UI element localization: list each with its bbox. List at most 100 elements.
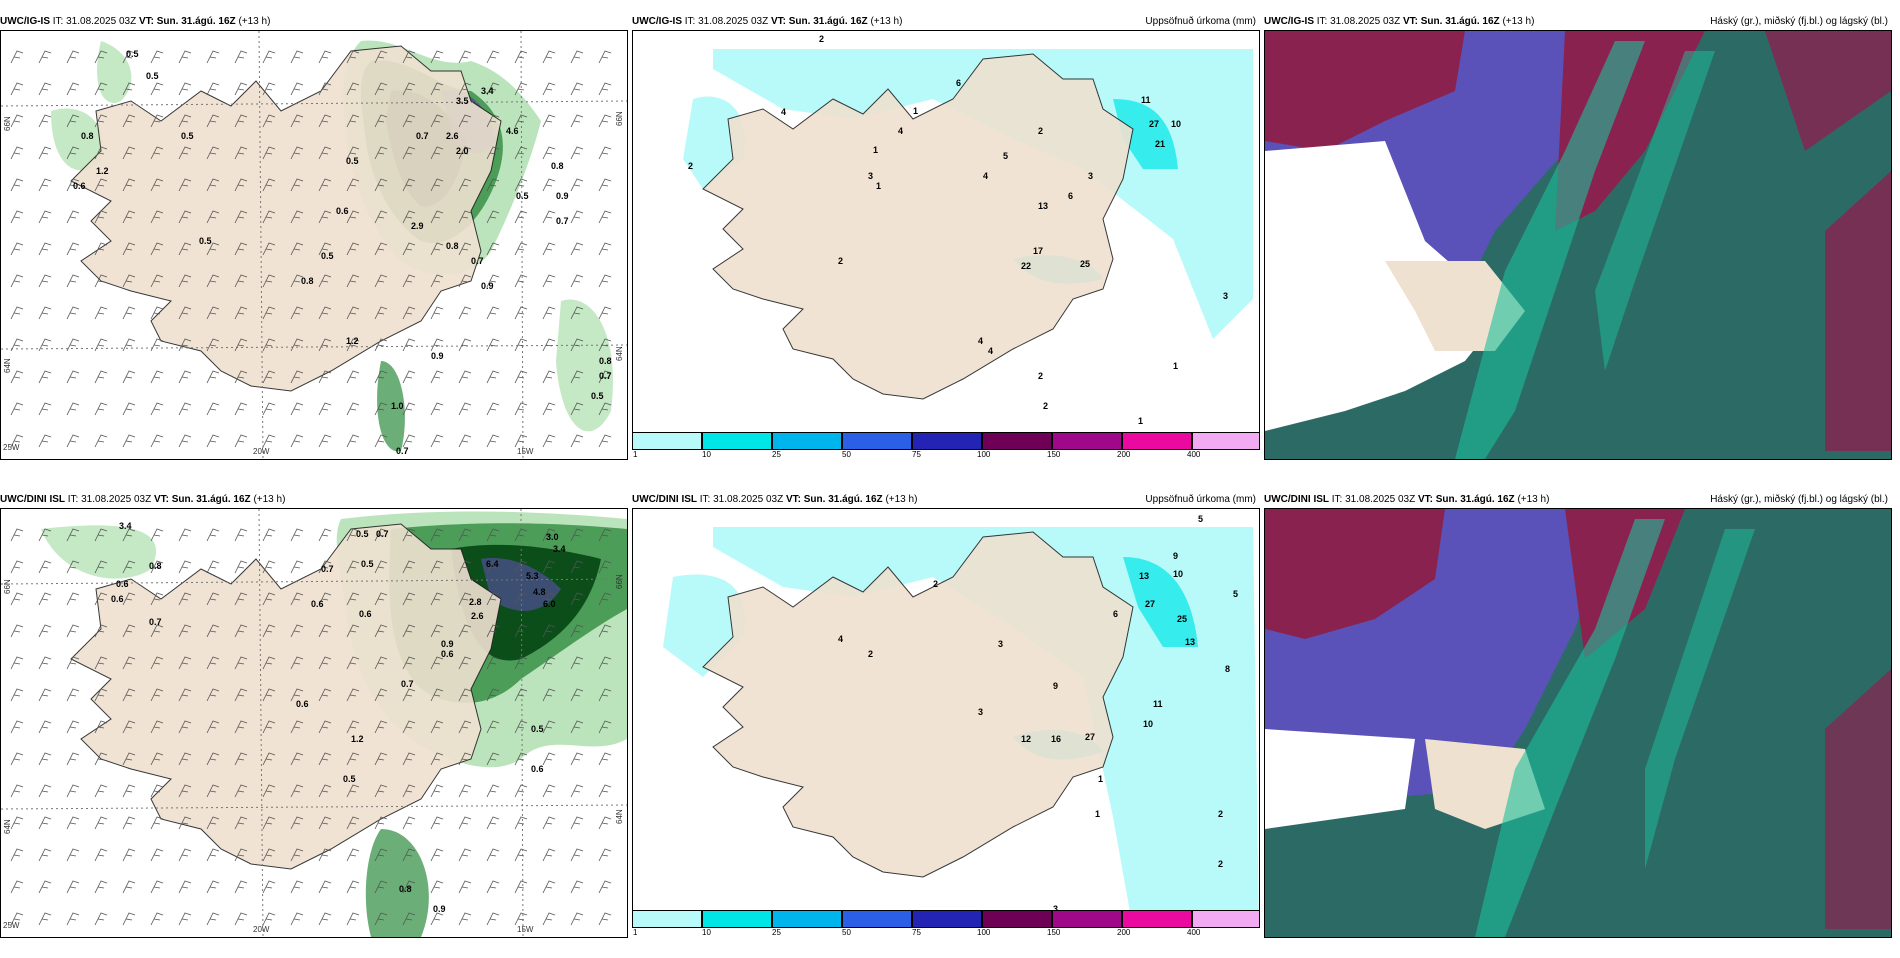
- wind-barb-icon: [430, 816, 444, 830]
- wind-barb-icon: [514, 242, 528, 256]
- wind-barb-icon: [150, 624, 164, 638]
- wind-barb-icon: [234, 146, 248, 160]
- wind-barb-icon: [346, 880, 360, 894]
- wind-barb-icon: [402, 402, 416, 416]
- wind-barb-icon: [38, 338, 52, 352]
- wind-barb-icon: [66, 688, 80, 702]
- wind-barb-icon: [38, 178, 52, 192]
- precip-panel-row2: UWC/DINI ISL IT: 31.08.2025 03Z VT: Sun.…: [632, 492, 1260, 958]
- precip-map[interactable]: 2 4 1 6 3 4 2 2 1 4 1 5 2 3 6 13 17 22 2…: [632, 30, 1260, 444]
- wind-barb-icon: [290, 752, 304, 766]
- precip-value: 27: [1085, 732, 1096, 742]
- wind-barb-icon: [206, 912, 220, 926]
- wind-barb-icon: [402, 146, 416, 160]
- wind-barb-icon: [290, 848, 304, 862]
- wind-barb-icon: [542, 82, 556, 96]
- wind-barb-icon: [178, 912, 192, 926]
- wind-barb-icon: [514, 338, 528, 352]
- precip-panel-row1: UWC/IG-IS IT: 31.08.2025 03Z VT: Sun. 31…: [632, 14, 1260, 480]
- wind-barb-icon: [598, 592, 612, 606]
- wind-barb-icon: [122, 338, 136, 352]
- precip-value: 3: [978, 707, 984, 717]
- wind-barb-icon: [290, 720, 304, 734]
- wind-barb-icon: [402, 82, 416, 96]
- wind-barb-icon: [262, 912, 276, 926]
- wind-barb-icon: [38, 560, 52, 574]
- wind-barb-icon: [10, 912, 24, 926]
- valid-time-label: VT:: [138, 16, 154, 27]
- wind-map[interactable]: 0.5 0.5 0.8 0.6 1.2 0.5 0.5 0.8 0.6 0.5 …: [0, 30, 628, 460]
- wind-barb-icon: [374, 306, 388, 320]
- wind-barb-icon: [94, 720, 108, 734]
- precip-value: 0.9: [441, 639, 454, 649]
- wind-barb-icon: [374, 752, 388, 766]
- precip-value: 2.6: [446, 131, 459, 141]
- colorbar-segment: [702, 432, 772, 450]
- wind-barb-icon: [290, 688, 304, 702]
- precip-value: 1: [913, 106, 919, 116]
- valid-time-label: VT:: [1402, 16, 1418, 27]
- wind-barb-icon: [206, 210, 220, 224]
- wind-barb-icon: [598, 338, 612, 352]
- precip-map[interactable]: 5 9 10 13 27 25 13 16 12 27 11 10 9 3 2 …: [632, 508, 1260, 922]
- wind-barb-icon: [234, 402, 248, 416]
- wind-barb-icon: [402, 752, 416, 766]
- wind-barb-icon: [38, 50, 52, 64]
- wind-barb-icon: [206, 848, 220, 862]
- cloud-title: Háský (gr.), miðský (fj.bl.) og lágský (…: [1710, 494, 1888, 505]
- wind-barb-icon: [486, 688, 500, 702]
- wind-barb-icon: [10, 50, 24, 64]
- wind-barb-icon: [94, 912, 108, 926]
- wind-barb-icon: [570, 210, 584, 224]
- wind-barb-icon: [542, 210, 556, 224]
- precip-value: 2: [1043, 401, 1049, 411]
- wind-barb-icon: [290, 274, 304, 288]
- wind-barb-icon: [458, 82, 472, 96]
- lead-time: (+13 h): [253, 494, 286, 505]
- wind-barb-icon: [570, 306, 584, 320]
- precip-value: 13: [1185, 637, 1196, 647]
- wind-barb-icon: [234, 880, 248, 894]
- wind-barb-icon: [598, 720, 612, 734]
- precip-value: 0.5: [181, 131, 194, 141]
- wind-barb-icon: [542, 242, 556, 256]
- panel-header: UWC/DINI ISL IT: 31.08.2025 03Z VT: Sun.…: [0, 492, 628, 508]
- wind-barb-icon: [122, 880, 136, 894]
- wind-barb-icon: [542, 688, 556, 702]
- wind-barb-icon: [374, 560, 388, 574]
- wind-barb-icon: [346, 306, 360, 320]
- precip-value: 2: [1218, 809, 1224, 819]
- wind-barb-icon: [486, 114, 500, 128]
- wind-barb-icon: [94, 816, 108, 830]
- wind-barb-icon: [318, 274, 332, 288]
- cloud-map[interactable]: [1264, 508, 1892, 938]
- cloud-map[interactable]: [1264, 30, 1892, 460]
- colorbar-tick: 50: [842, 450, 851, 459]
- lead-time: (+13 h): [870, 16, 903, 27]
- precip-value: 1.2: [351, 734, 364, 744]
- valid-time: Sun. 31.ágú. 16Z: [803, 494, 883, 505]
- wind-barb-icon: [206, 592, 220, 606]
- wind-barb-icon: [38, 242, 52, 256]
- wind-barb-icon: [486, 178, 500, 192]
- colorbar-segment: [1052, 910, 1122, 928]
- wind-barb-icon: [570, 178, 584, 192]
- wind-barb-icon: [374, 434, 388, 448]
- wind-barb-icon: [10, 720, 24, 734]
- wind-barb-icon: [318, 402, 332, 416]
- precip-value: 2.0: [456, 146, 469, 156]
- wind-barb-icon: [402, 178, 416, 192]
- wind-map[interactable]: 3.4 0.6 0.5 0.7 0.6 0.8 0.6 0.7 0.5 0.7 …: [0, 508, 628, 938]
- wind-barb-icon: [10, 82, 24, 96]
- precip-value: 1: [1098, 774, 1104, 784]
- wind-barb-icon: [374, 210, 388, 224]
- wind-barb-icon: [178, 242, 192, 256]
- wind-barb-icon: [346, 370, 360, 384]
- precip-value: 0.7: [416, 131, 429, 141]
- wind-barb-icon: [94, 210, 108, 224]
- wind-barb-icon: [122, 82, 136, 96]
- precip-value: 0.7: [149, 617, 162, 627]
- precip-value: 0.8: [301, 276, 314, 286]
- wind-barb-icon: [206, 402, 220, 416]
- colorbar-segment: [632, 432, 702, 450]
